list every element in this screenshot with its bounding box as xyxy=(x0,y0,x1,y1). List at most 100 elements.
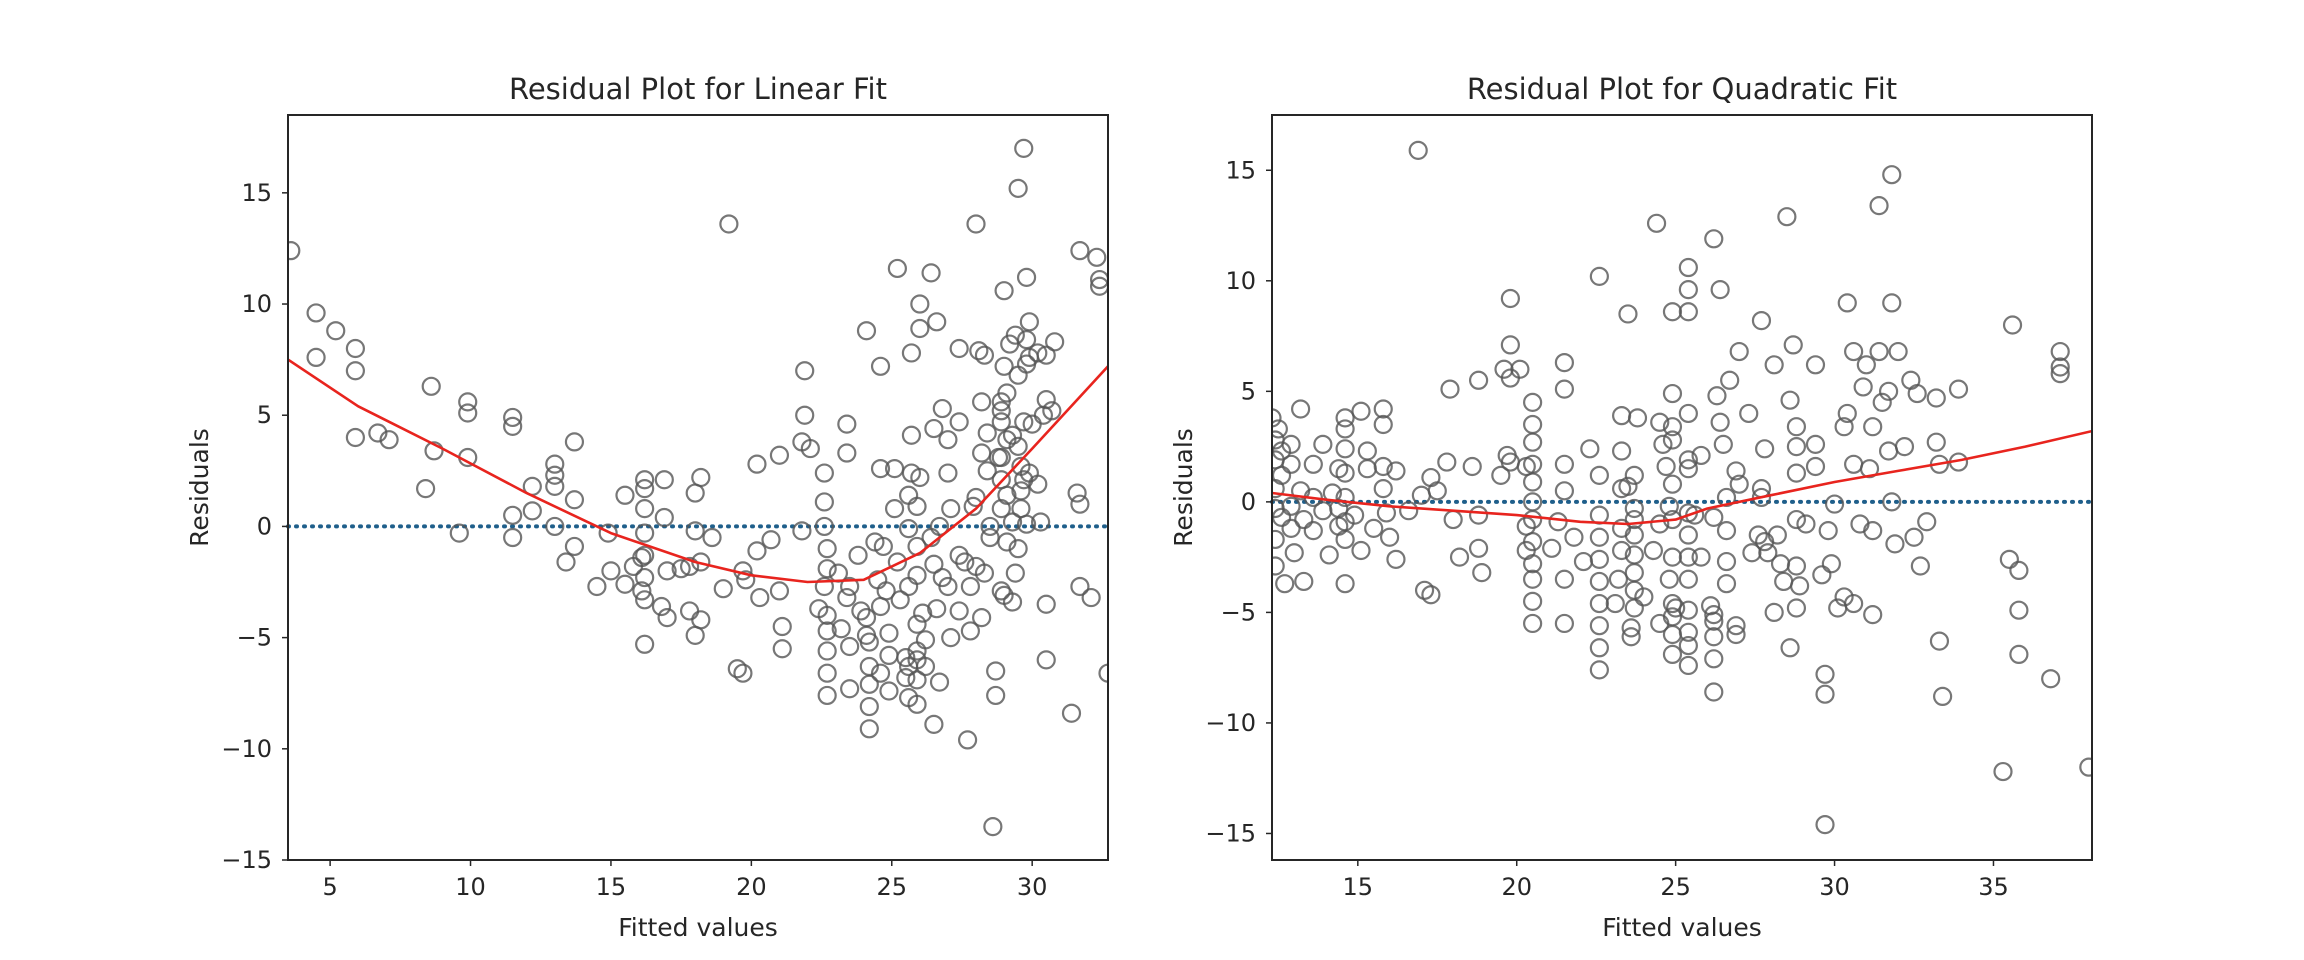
data-point xyxy=(1917,512,1937,532)
data-point xyxy=(840,576,860,597)
data-point xyxy=(1678,302,1698,322)
x-tick-label: 5 xyxy=(322,873,337,901)
data-point xyxy=(1624,598,1644,618)
data-point xyxy=(991,581,1011,601)
data-point xyxy=(1351,540,1371,561)
data-point xyxy=(1618,304,1638,324)
data-point xyxy=(949,545,969,565)
data-point xyxy=(1335,487,1355,508)
data-point xyxy=(1678,569,1698,589)
data-point xyxy=(1554,379,1575,399)
data-point xyxy=(556,552,576,572)
data-point xyxy=(1650,514,1670,534)
data-point xyxy=(1468,505,1489,525)
y-axis-label: Residuals xyxy=(1169,428,1198,547)
data-point xyxy=(837,443,857,463)
data-point xyxy=(910,467,930,488)
data-point xyxy=(1272,408,1282,428)
data-point xyxy=(1662,644,1683,665)
data-point xyxy=(326,321,346,341)
data-point xyxy=(792,521,812,541)
data-point xyxy=(424,441,444,461)
data-point xyxy=(615,574,635,594)
y-tick-label: 10 xyxy=(241,290,272,318)
data-point xyxy=(1910,556,1930,576)
data-point xyxy=(769,581,790,601)
data-point xyxy=(1844,454,1864,474)
data-point xyxy=(1624,498,1644,519)
data-point xyxy=(879,645,899,666)
data-point xyxy=(1653,434,1673,454)
data-point xyxy=(1411,485,1431,505)
chart-panel-1: 5 10 15 20 25 30 −15 −10 −5 0 5 10 15 Residual Plot f… xyxy=(185,72,1110,942)
data-point xyxy=(449,523,469,543)
data-point xyxy=(691,610,711,630)
data-point xyxy=(1678,280,1698,300)
data-point xyxy=(1408,140,1428,160)
data-point xyxy=(1272,441,1292,461)
data-point xyxy=(837,587,857,608)
data-point xyxy=(1357,441,1377,461)
data-points xyxy=(1272,140,2092,835)
data-point xyxy=(870,458,891,479)
data-point xyxy=(1621,627,1641,647)
data-point xyxy=(1011,481,1031,501)
data-point xyxy=(1770,554,1791,574)
data-point xyxy=(1662,302,1683,322)
data-point xyxy=(974,345,995,365)
data-point xyxy=(2050,357,2070,377)
data-point xyxy=(1767,525,1787,545)
data-point xyxy=(671,559,691,579)
y-tick-label: 5 xyxy=(1241,377,1256,405)
data-point xyxy=(859,696,879,717)
data-point xyxy=(2009,644,2029,665)
data-point xyxy=(503,527,523,548)
data-point xyxy=(924,714,944,734)
y-tick-label: −10 xyxy=(221,735,272,763)
data-point xyxy=(1014,138,1034,158)
data-point xyxy=(1904,527,1924,547)
data-point xyxy=(949,412,969,432)
data-point xyxy=(1294,509,1314,530)
data-point xyxy=(1678,403,1698,424)
data-point xyxy=(1777,207,1797,227)
data-point xyxy=(1523,591,1543,611)
data-point xyxy=(1621,618,1641,638)
data-point xyxy=(1739,403,1759,424)
data-point xyxy=(1643,540,1663,561)
data-point xyxy=(915,630,936,650)
data-point xyxy=(1031,512,1051,532)
data-point xyxy=(1815,815,1835,835)
data-point xyxy=(1764,602,1784,623)
data-point xyxy=(1019,312,1039,332)
data-point xyxy=(306,303,326,323)
data-point xyxy=(545,516,565,537)
data-point xyxy=(972,607,992,628)
data-point xyxy=(851,601,871,621)
data-point xyxy=(1098,663,1108,683)
data-point xyxy=(1704,605,1724,625)
data-point xyxy=(772,616,792,637)
data-point xyxy=(727,659,747,679)
data-point xyxy=(870,356,891,376)
data-point xyxy=(907,670,927,690)
data-point xyxy=(1821,554,1841,574)
data-point xyxy=(654,470,674,490)
data-point xyxy=(986,685,1006,706)
data-point xyxy=(458,392,478,412)
data-point xyxy=(702,527,722,548)
data-point xyxy=(795,405,815,425)
data-point xyxy=(1618,476,1638,496)
data-point xyxy=(873,536,893,557)
data-point xyxy=(814,576,834,597)
data-point xyxy=(545,476,565,496)
data-point xyxy=(817,539,837,559)
data-point xyxy=(1751,310,1772,331)
data-point xyxy=(817,663,837,683)
data-point xyxy=(1624,525,1644,545)
data-point xyxy=(1548,512,1568,532)
data-point xyxy=(1704,229,1724,249)
data-point xyxy=(1087,247,1107,267)
data-point xyxy=(1678,655,1698,676)
data-point xyxy=(1014,412,1034,432)
